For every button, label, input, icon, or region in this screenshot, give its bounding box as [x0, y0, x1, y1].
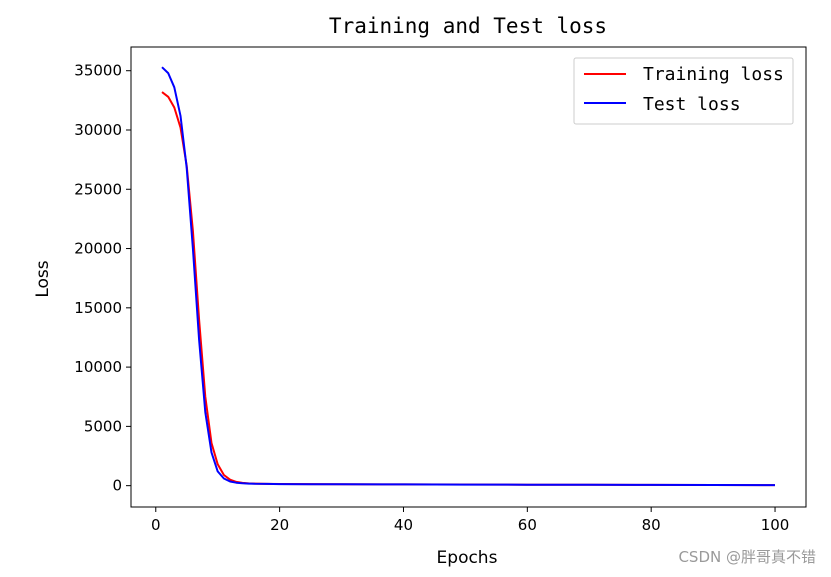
- x-axis-label: Epochs: [437, 548, 498, 568]
- chart-title: Training and Test loss: [329, 14, 607, 38]
- legend-box: [573, 57, 794, 125]
- y-tick-label: 20000: [74, 240, 122, 258]
- plot-area: [130, 46, 807, 508]
- y-tick-label: 35000: [74, 62, 122, 80]
- y-tick-label: 25000: [74, 180, 122, 198]
- x-tick-label: 0: [151, 516, 161, 534]
- y-tick-label: 15000: [74, 299, 122, 317]
- y-axis: 0 5000 10000 15000 20000 25000 30000 35000: [74, 62, 131, 495]
- watermark-text: CSDN @胖哥真不错: [678, 548, 816, 566]
- y-axis-label: Loss: [33, 260, 53, 297]
- legend: Training loss Test loss: [573, 57, 794, 125]
- x-tick-label: 100: [761, 516, 790, 534]
- y-tick-label: 0: [112, 477, 122, 495]
- x-tick-label: 80: [642, 516, 661, 534]
- x-tick-label: 40: [394, 516, 413, 534]
- x-tick-label: 20: [270, 516, 289, 534]
- x-tick-label: 60: [518, 516, 537, 534]
- series-line-test-loss: [161, 66, 776, 487]
- x-axis: 0 20 40 60 80 100: [151, 507, 789, 534]
- y-tick-label: 5000: [84, 417, 122, 435]
- y-tick-label: 30000: [74, 121, 122, 139]
- legend-label-test-loss: Test loss: [643, 94, 741, 115]
- plot-frame: [130, 46, 807, 508]
- series-lines: [161, 66, 776, 487]
- legend-label-training-loss: Training loss: [643, 64, 784, 85]
- y-tick-label: 10000: [74, 358, 122, 376]
